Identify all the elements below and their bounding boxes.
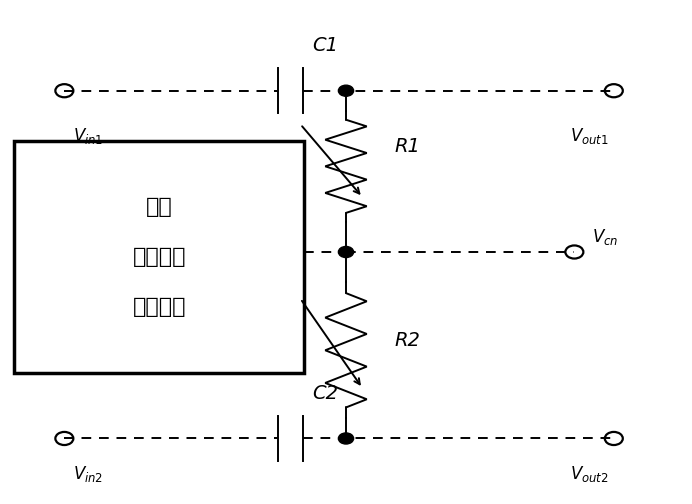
- Circle shape: [338, 85, 354, 96]
- Text: $V_{cn}$: $V_{cn}$: [592, 227, 618, 247]
- Text: $V_{out2}$: $V_{out2}$: [570, 464, 609, 484]
- Text: C1: C1: [312, 36, 338, 55]
- Text: $V_{in1}$: $V_{in1}$: [73, 126, 103, 146]
- Text: 可变阻抗: 可变阻抗: [132, 247, 186, 267]
- Text: $V_{in2}$: $V_{in2}$: [73, 464, 103, 484]
- Text: 连续: 连续: [146, 197, 172, 217]
- Circle shape: [338, 246, 354, 258]
- Circle shape: [338, 433, 354, 444]
- Text: $V_{out1}$: $V_{out1}$: [570, 126, 609, 146]
- Text: C2: C2: [312, 384, 338, 403]
- Text: R1: R1: [394, 137, 420, 156]
- Bar: [14, 141, 304, 373]
- Text: 控制电路: 控制电路: [132, 297, 186, 318]
- Text: R2: R2: [394, 331, 420, 350]
